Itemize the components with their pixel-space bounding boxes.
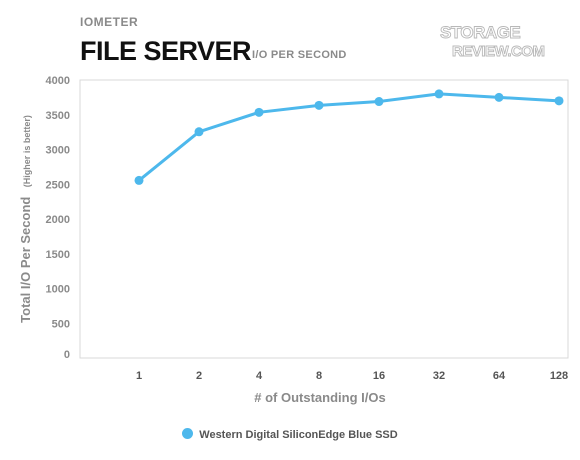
x-tick-label: 32 bbox=[433, 370, 445, 382]
y-tick-label: 4000 bbox=[46, 75, 70, 87]
y-tick-label: 3500 bbox=[46, 110, 70, 122]
y-tick-label: 3000 bbox=[46, 145, 70, 157]
data-point bbox=[254, 107, 264, 117]
storagereview-logo: STORAGE REVIEW.COM bbox=[440, 23, 546, 61]
chart-title: FILE SERVER bbox=[80, 36, 252, 66]
legend-marker bbox=[182, 428, 194, 439]
data-point bbox=[314, 100, 324, 110]
x-tick-label: 128 bbox=[550, 370, 568, 382]
legend: Western Digital SiliconEdge Blue SSD bbox=[0, 428, 580, 441]
data-point bbox=[374, 97, 384, 107]
data-point bbox=[434, 89, 444, 99]
data-point bbox=[194, 127, 204, 137]
y-tick-label: 500 bbox=[52, 318, 70, 330]
y-tick-label: 1500 bbox=[46, 249, 70, 261]
x-axis-label: # of Outstanding I/Os bbox=[254, 390, 385, 405]
y-tick-label: 2500 bbox=[46, 179, 70, 191]
y-tick-label: 0 bbox=[64, 349, 70, 361]
y-axis-note: (Higher is better) bbox=[22, 115, 32, 187]
y-tick-label: 1000 bbox=[46, 284, 70, 296]
y-axis-title: Total I/O Per Second bbox=[18, 197, 33, 323]
y-tick-label: 2000 bbox=[46, 214, 70, 226]
x-tick-label: 1 bbox=[136, 370, 142, 382]
chart-subtitle: I/O PER SECOND bbox=[252, 49, 347, 61]
plot-area-frame bbox=[79, 79, 569, 359]
data-point bbox=[134, 175, 144, 185]
data-point bbox=[494, 92, 504, 102]
x-tick-label: 2 bbox=[196, 370, 202, 382]
chart-category-label: IOMETER bbox=[80, 15, 139, 29]
x-tick-label: 64 bbox=[493, 370, 506, 382]
legend-label: Western Digital SiliconEdge Blue SSD bbox=[199, 429, 398, 441]
data-point bbox=[554, 96, 564, 106]
x-tick-label: 8 bbox=[316, 370, 322, 382]
logo-text-top: STORAGE bbox=[440, 23, 520, 42]
series-line bbox=[137, 92, 561, 182]
x-tick-label: 16 bbox=[373, 370, 385, 382]
logo-text-bottom: REVIEW.COM bbox=[452, 43, 545, 60]
y-axis-label: Total I/O Per Second (Higher is better) bbox=[17, 115, 34, 323]
x-tick-label: 4 bbox=[256, 370, 263, 382]
